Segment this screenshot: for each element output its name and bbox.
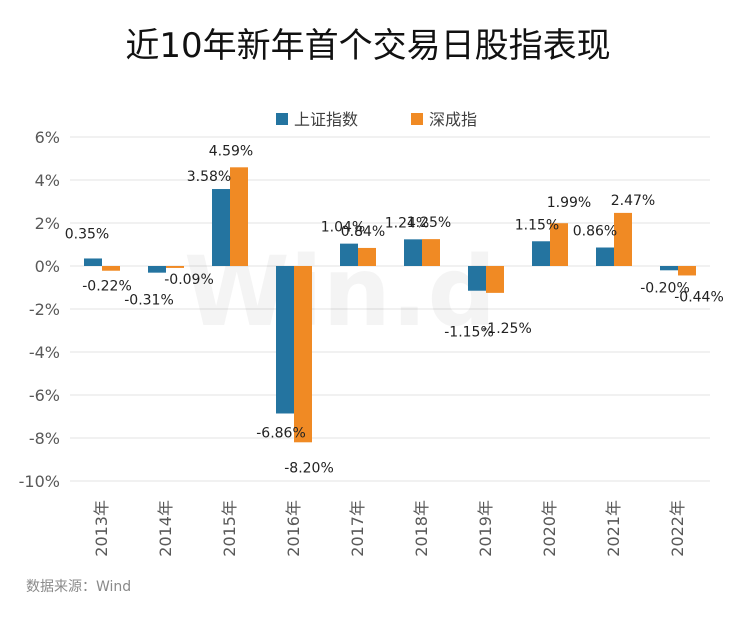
y-tick-label: -8% (29, 429, 60, 448)
data-label: -1.15% (444, 325, 494, 341)
bar-shanghai-2015 (212, 189, 230, 266)
source-note: 数据来源：Wind (26, 579, 132, 595)
y-tick-label: 4% (35, 171, 60, 190)
bars (84, 167, 696, 443)
bar-shanghai-2013 (84, 258, 102, 266)
bar-shanghai-2016 (276, 266, 294, 414)
data-label: 1.99% (547, 195, 591, 211)
bar-shanghai-2022 (660, 266, 678, 271)
bar-shenzhen-2019 (486, 266, 504, 293)
bar-shenzhen-2014 (166, 266, 184, 268)
bar-shanghai-2018 (404, 239, 422, 266)
x-axis-ticks: 2013年 2014年 2015年 2016年 2017年 2018年 2019年 2020年… (92, 500, 687, 557)
bar-shenzhen-2013 (102, 266, 120, 271)
bar-shanghai-2017 (340, 243, 358, 266)
x-tick-label: 2019年 (476, 500, 495, 557)
data-label: -8.20% (284, 460, 334, 476)
y-tick-label: -6% (29, 386, 60, 405)
x-tick-label: 2022年 (668, 500, 687, 557)
y-tick-label: 0% (35, 257, 60, 276)
chart-title: 近10年新年首个交易日股指表现 (125, 26, 611, 66)
bar-shenzhen-2016 (294, 266, 312, 443)
x-tick-label: 2014年 (156, 500, 175, 557)
bar-shenzhen-2020 (550, 223, 568, 266)
data-label: -0.20% (640, 280, 690, 296)
data-label: 3.58% (187, 169, 231, 185)
legend-label-shanghai: 上证指数 (294, 110, 358, 129)
data-label: 1.25% (407, 215, 451, 231)
bar-shanghai-2019 (468, 266, 486, 291)
bar-shenzhen-2015 (230, 167, 248, 266)
data-label: 1.24% (385, 215, 429, 231)
y-tick-label: 6% (35, 128, 60, 147)
bar-shanghai-2014 (148, 266, 166, 273)
y-tick-label: -10% (19, 472, 60, 491)
bar-shenzhen-2018 (422, 239, 440, 266)
y-axis-ticks: 6% 4% 2% 0% -2% -4% -6% -8% -10% (19, 128, 60, 491)
data-label: 1.15% (515, 217, 559, 233)
data-label: 1.04% (321, 220, 365, 236)
data-label: -0.44% (674, 289, 724, 305)
data-label: 4.59% (209, 143, 253, 159)
legend: 上证指数 深成指 (276, 110, 477, 129)
data-label: -0.22% (82, 279, 132, 295)
x-tick-label: 2018年 (412, 500, 431, 557)
data-label: -0.31% (124, 293, 174, 309)
y-tick-label: 2% (35, 214, 60, 233)
legend-swatch-shenzhen (411, 113, 423, 125)
data-label: 0.35% (65, 226, 109, 242)
bar-shanghai-2020 (532, 241, 550, 266)
legend-swatch-shanghai (276, 113, 288, 125)
data-label: 0.84% (341, 224, 385, 240)
y-tick-label: -2% (29, 300, 60, 319)
bar-shenzhen-2022 (678, 266, 696, 276)
data-label: 0.86% (573, 224, 617, 240)
data-labels: 0.35% -0.31% 3.58% -6.86% 1.04% 1.24% -1.15% 1.… (65, 143, 724, 476)
data-label: 2.47% (611, 193, 655, 209)
x-tick-label: 2020年 (540, 500, 559, 557)
data-label: -1.25% (482, 321, 532, 337)
x-tick-label: 2017年 (348, 500, 367, 557)
data-label: -6.86% (256, 425, 306, 441)
legend-label-shenzhen: 深成指 (429, 110, 477, 129)
x-tick-label: 2015年 (220, 500, 239, 557)
data-label: -0.09% (164, 272, 214, 288)
x-tick-label: 2016年 (284, 500, 303, 557)
y-tick-label: -4% (29, 343, 60, 362)
bar-shenzhen-2017 (358, 247, 376, 266)
bar-shenzhen-2021 (614, 212, 632, 266)
x-tick-label: 2021年 (604, 500, 623, 557)
x-tick-label: 2013年 (92, 500, 111, 557)
bar-shanghai-2021 (596, 247, 614, 266)
